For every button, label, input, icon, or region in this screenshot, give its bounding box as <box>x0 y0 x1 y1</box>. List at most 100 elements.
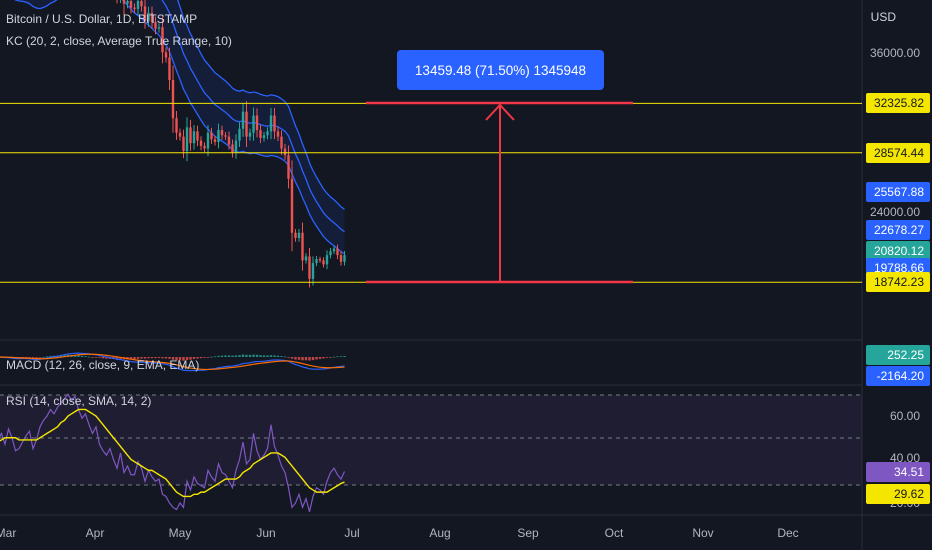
macd-histogram-bar <box>339 356 343 358</box>
macd-histogram-bar <box>290 357 294 359</box>
rsi-ma-label: 29.62 <box>866 484 930 504</box>
macd-histogram-bar <box>311 357 315 361</box>
macd-histogram-bar <box>262 355 266 357</box>
macd-histogram-bar <box>101 357 105 359</box>
macd-histogram-bar <box>63 355 66 357</box>
candle <box>157 23 161 33</box>
macd-histogram-bar <box>91 357 94 358</box>
price-label: 18742.23 <box>866 272 930 293</box>
macd-histogram-bar <box>297 357 301 360</box>
candle <box>224 132 227 140</box>
candle <box>168 47 171 90</box>
macd-histogram-bar <box>115 357 119 360</box>
macd-histogram-bar <box>49 355 52 357</box>
price-label: 25567.88 <box>866 182 930 203</box>
macd-histogram-bar <box>269 355 273 357</box>
symbol-legend[interactable]: Bitcoin / U.S. Dollar, 1D, BITSTAMP <box>6 12 198 26</box>
candle <box>154 16 157 35</box>
macd-value-label: 252.25 <box>866 345 930 365</box>
macd-histogram-bar <box>325 357 329 358</box>
macd-histogram-bar <box>332 356 336 358</box>
candle <box>150 6 154 29</box>
keltner-middle <box>161 0 345 233</box>
candle <box>147 6 150 27</box>
macd-histogram-bar <box>199 357 203 359</box>
macd-histogram-bar <box>283 356 287 358</box>
macd-histogram-bar <box>318 357 322 359</box>
macd-pane <box>0 352 346 372</box>
candle <box>245 101 248 147</box>
macd-histogram-bar <box>231 355 234 357</box>
macd-histogram-bar <box>38 357 42 358</box>
macd-histogram-bar <box>234 355 238 357</box>
candle <box>318 256 322 263</box>
rsi-legend[interactable]: RSI (14, close, SMA, 14, 2) <box>6 394 152 408</box>
macd-legend[interactable]: MACD (12, 26, close, 9, EMA, EMA) <box>6 358 200 372</box>
measure-label[interactable]: 13459.48 (71.50%) 1345948 <box>397 50 604 90</box>
macd-histogram-bar <box>133 357 136 360</box>
macd-histogram-bar <box>276 355 280 357</box>
macd-histogram-bar <box>143 357 147 359</box>
rsi-ma-line <box>0 408 345 498</box>
macd-signal-line <box>0 353 345 371</box>
candle <box>241 103 245 137</box>
candlestick-series <box>32 0 346 288</box>
candle <box>129 0 133 14</box>
candle <box>290 160 294 252</box>
macd-histogram-bar <box>28 357 31 358</box>
macd-histogram-bar <box>206 357 210 358</box>
macd-histogram-bar <box>35 357 38 358</box>
macd-histogram-bar <box>255 354 259 357</box>
price-label: 28574.44 <box>866 142 930 163</box>
candle <box>203 142 206 153</box>
macd-histogram-bar <box>259 355 262 357</box>
macd-histogram-bar <box>140 357 143 359</box>
candle <box>126 0 129 9</box>
candle <box>280 130 283 155</box>
candle <box>248 128 252 141</box>
keltner-upper <box>177 0 345 210</box>
macd-histogram-bar <box>273 355 276 357</box>
macd-histogram-bar <box>73 355 77 357</box>
time-tick: Aug <box>429 526 451 540</box>
macd-histogram-bar <box>45 356 49 358</box>
candle <box>161 16 164 64</box>
macd-histogram-bar <box>59 355 63 357</box>
candle <box>217 123 220 149</box>
price-range-measure[interactable] <box>366 101 633 284</box>
candle <box>192 124 196 150</box>
macd-histogram-bar <box>31 357 35 358</box>
macd-histogram-bar <box>248 354 252 357</box>
time-tick: Dec <box>777 526 799 540</box>
candle <box>283 143 287 160</box>
keltner-legend[interactable]: KC (20, 2, close, Average True Range, 10… <box>6 34 232 48</box>
price-tick: 24000.00 <box>869 205 920 219</box>
rsi-tick: 60.00 <box>889 409 920 423</box>
candle <box>227 131 231 150</box>
candle <box>329 247 332 259</box>
macd-histogram-bar <box>189 357 192 360</box>
time-tick: Apr <box>85 526 105 540</box>
candle <box>238 122 241 148</box>
macd-histogram-bar <box>84 356 87 358</box>
time-tick: Sep <box>517 526 539 540</box>
macd-histogram-bar <box>175 357 178 361</box>
macd-histogram-bar <box>105 357 108 359</box>
macd-histogram-bar <box>203 357 206 358</box>
candle <box>332 245 336 254</box>
macd-histogram-bar <box>210 356 213 358</box>
macd-histogram-bar <box>343 355 346 357</box>
candle <box>231 139 234 158</box>
time-tick: Mar <box>0 526 17 540</box>
price-label: 32325.82 <box>866 93 930 114</box>
candle <box>262 131 266 142</box>
macd-signal-label: -2164.20 <box>866 366 930 386</box>
candle <box>164 47 168 63</box>
rsi-line <box>0 393 346 512</box>
time-tick: Jun <box>256 526 276 540</box>
candle <box>304 253 308 264</box>
rsi-pane <box>0 393 346 512</box>
candle <box>266 127 269 140</box>
candle <box>189 119 192 151</box>
